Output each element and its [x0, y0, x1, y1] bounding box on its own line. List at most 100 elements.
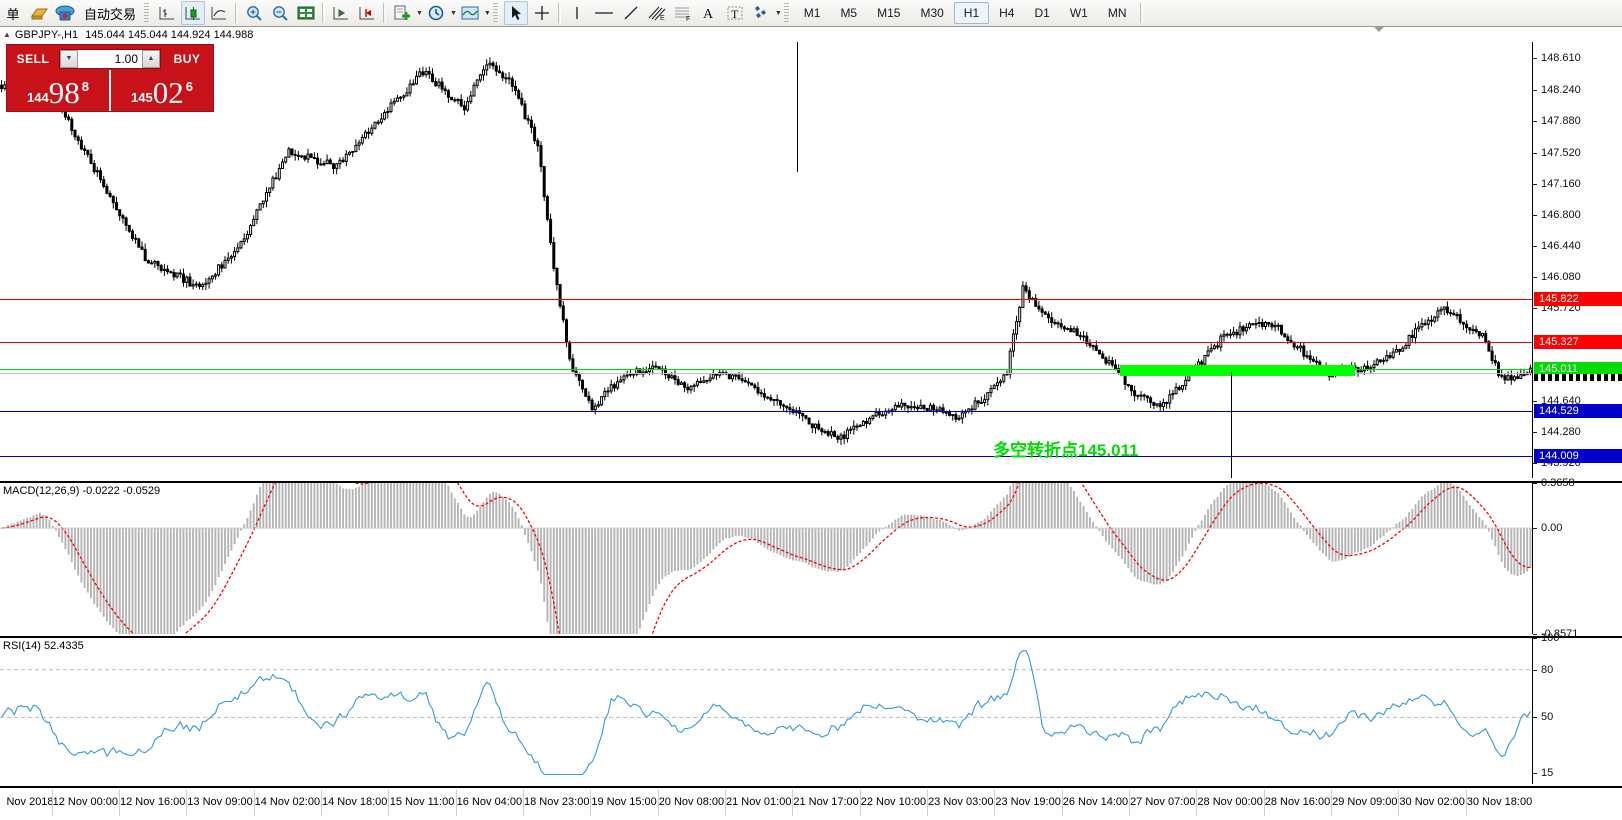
text-label-icon[interactable]: A	[697, 1, 721, 25]
price-plot-area[interactable]: 多空转折点145.011	[0, 42, 1532, 478]
time-axis-separator	[119, 790, 120, 816]
price-level-badge[interactable]: 145.822	[1534, 292, 1622, 307]
volume-stepper[interactable]: ▼ 1.00 ▲	[59, 48, 161, 69]
green-highlight-band[interactable]	[1120, 365, 1355, 377]
gold-bar-icon[interactable]	[27, 1, 51, 25]
zoom-in-icon[interactable]	[242, 1, 266, 25]
auto-scroll-icon[interactable]	[355, 1, 379, 25]
time-axis-label: 16 Nov 04:00	[456, 796, 523, 808]
chart-line-icon[interactable]	[207, 1, 231, 25]
scroll-position-marker[interactable]	[1374, 27, 1384, 32]
toolbar-grip[interactable]	[492, 3, 499, 23]
secondary-level-line[interactable]	[0, 373, 1532, 375]
buy-price-main: 02	[152, 75, 184, 110]
collapse-triangle-icon[interactable]: ▲	[3, 30, 11, 39]
timeframe-h1[interactable]: H1	[953, 2, 990, 24]
rsi-axis-scale[interactable]: 100 80 50 15	[1532, 632, 1622, 784]
fibonacci-icon[interactable]: F	[671, 1, 695, 25]
chevron-down-icon[interactable]: ▼	[483, 9, 491, 17]
zoom-out-icon[interactable]	[268, 1, 292, 25]
indicators-icon[interactable]	[458, 1, 482, 25]
price-level-badge[interactable]: 145.011	[1534, 362, 1622, 377]
volume-increase-button[interactable]: ▲	[142, 49, 160, 68]
timeframe-m1[interactable]: M1	[803, 6, 821, 20]
chevron-down-icon[interactable]: ▼	[774, 9, 782, 17]
sell-price[interactable]: 144 98 8	[7, 70, 111, 111]
time-axis-separator	[1196, 790, 1198, 816]
macd-axis-scale[interactable]: 0.3658 0.00 -0.8571	[1532, 477, 1622, 640]
cursor-icon[interactable]	[503, 1, 528, 25]
toolbar-separator	[1139, 3, 1143, 23]
horizontal-level-line[interactable]	[0, 341, 1532, 343]
buy-button[interactable]: BUY	[164, 48, 210, 69]
price-axis-scale[interactable]: 148.610 148.240 147.880 147.520 147.160 146.8…	[1532, 42, 1622, 478]
one-click-trading-controls: SELL ▼ 1.00 ▲ BUY	[7, 45, 213, 70]
price-level-badge[interactable]: 144.529	[1534, 403, 1622, 418]
chevron-down-icon[interactable]: ▼	[416, 9, 423, 17]
time-axis-separator	[1331, 790, 1333, 816]
vertical-marker-line[interactable]	[1231, 372, 1232, 478]
symbol-ohlc: 145.044 145.044 144.924 144.988	[85, 28, 254, 41]
timeframe-w1[interactable]: W1	[1069, 6, 1088, 20]
period-clock-icon[interactable]	[424, 1, 448, 25]
timeframe-m5[interactable]: M5	[840, 6, 858, 20]
chart-candle-icon[interactable]	[181, 1, 206, 25]
price-tick-label: 148.610	[1533, 52, 1581, 64]
timeframe-m15[interactable]: M15	[877, 6, 901, 20]
toolbar-grip[interactable]	[144, 3, 151, 23]
horizontal-level-line[interactable]	[0, 369, 1532, 371]
rsi-plot-area[interactable]	[0, 638, 1532, 784]
crosshair-icon[interactable]	[530, 1, 554, 25]
equidistant-channel-icon[interactable]: E	[645, 1, 669, 25]
price-tick-label: 146.440	[1533, 240, 1581, 252]
vertical-line-icon[interactable]	[565, 1, 589, 25]
time-axis-separator	[1465, 790, 1467, 816]
macd-tick-label: 0.00	[1533, 522, 1562, 534]
buy-price[interactable]: 145 02 6	[111, 70, 213, 111]
data-window-icon[interactable]	[294, 1, 318, 25]
horizontal-level-line[interactable]	[0, 410, 1532, 412]
price-tick-label: 146.800	[1533, 209, 1581, 221]
time-axis-separator	[186, 790, 188, 816]
trendline-icon[interactable]	[619, 1, 643, 25]
auto-trading-icon[interactable]	[53, 1, 77, 25]
auto-trading-button[interactable]: 自动交易	[84, 6, 137, 22]
macd-indicator-pane: MACD(12,26,9) -0.0222 -0.0529 0.3658 0.00…	[0, 477, 1622, 640]
chart-shift-icon[interactable]	[329, 1, 353, 25]
horizontal-line-icon[interactable]	[591, 1, 617, 25]
toolbar-label-order[interactable]: 单	[6, 6, 20, 22]
volume-decrease-button[interactable]: ▼	[60, 49, 78, 68]
price-tick-label: 144.280	[1533, 426, 1581, 438]
sell-button[interactable]: SELL	[10, 48, 56, 69]
macd-tick-label: 0.3658	[1533, 477, 1575, 489]
timeframe-m30[interactable]: M30	[920, 6, 944, 20]
horizontal-level-line[interactable]	[0, 299, 1532, 301]
macd-plot-area[interactable]	[0, 483, 1532, 634]
time-axis-separator	[859, 790, 861, 816]
vertical-marker-line[interactable]	[797, 42, 798, 172]
timeframe-mn[interactable]: MN	[1107, 6, 1127, 20]
time-axis-label: 12 Nov 16:00	[119, 796, 186, 808]
timeframe-d1[interactable]: D1	[1034, 6, 1050, 20]
volume-value[interactable]: 1.00	[78, 49, 142, 68]
chevron-down-icon[interactable]: ▼	[449, 9, 457, 17]
shapes-icon[interactable]	[749, 1, 773, 25]
current-price-marker	[1534, 374, 1622, 382]
chart-bar-icon[interactable]	[155, 1, 179, 25]
rsi-tick-label: 100	[1533, 632, 1559, 644]
horizontal-level-line[interactable]	[0, 455, 1532, 457]
time-axis-separator	[1061, 790, 1063, 816]
toolbar-grip[interactable]	[783, 3, 790, 23]
new-chart-icon[interactable]	[390, 1, 414, 25]
time-axis-separator	[657, 790, 659, 816]
toolbar-separator	[235, 3, 239, 23]
time-axis-separator	[321, 790, 323, 816]
timeframe-h4[interactable]: H4	[999, 6, 1015, 20]
price-level-badge[interactable]: 145.327	[1534, 334, 1622, 349]
buy-price-integer: 145	[131, 90, 153, 105]
time-axis[interactable]: Nov 2018 12 Nov 00:00 12 Nov 16:00 13 Nov 0…	[0, 786, 1622, 820]
buy-price-fraction: 6	[185, 79, 193, 94]
price-level-badge[interactable]: 144.009	[1534, 448, 1622, 463]
time-axis-label: 14 Nov 18:00	[321, 796, 388, 808]
text-icon[interactable]: T	[723, 1, 747, 25]
